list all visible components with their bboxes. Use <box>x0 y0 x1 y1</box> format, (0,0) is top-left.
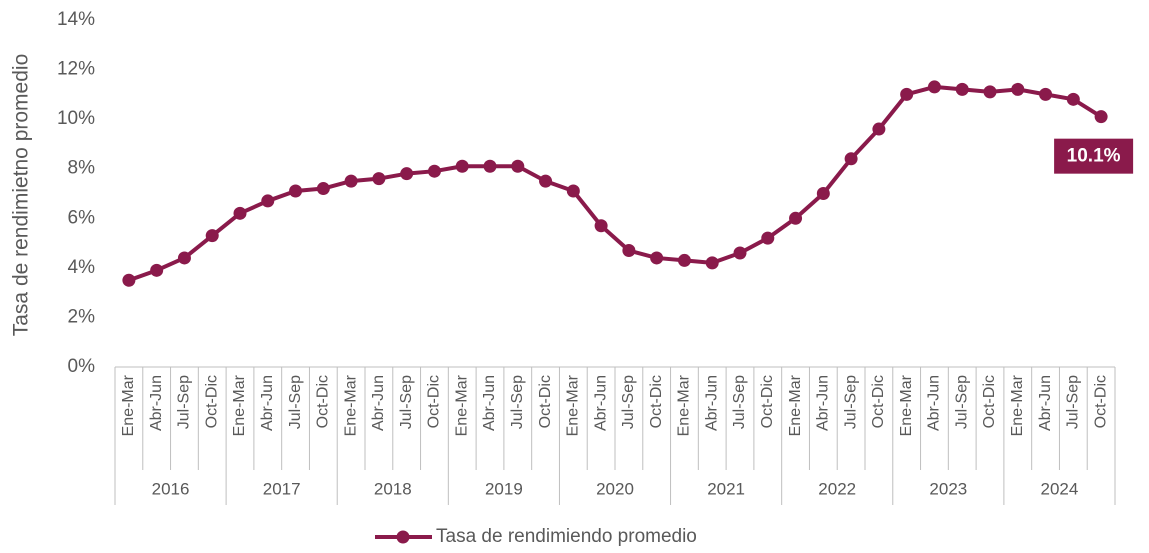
x-tick-label: Jul-Sep <box>620 375 637 429</box>
x-tick-label: Ene-Mar <box>342 374 359 436</box>
x-tick-label: Oct-Dic <box>870 375 887 428</box>
data-point <box>622 244 636 258</box>
y-axis-title: Tasa de rendimietno promedio <box>10 54 33 337</box>
x-tick-label: Abr-Jun <box>703 375 720 431</box>
y-tick-label: 8% <box>68 158 96 179</box>
x-tick-label: Ene-Mar <box>898 374 915 436</box>
data-point <box>427 164 441 178</box>
y-tick-label: 10% <box>57 108 95 129</box>
data-point <box>511 159 525 173</box>
data-point <box>233 206 247 220</box>
x-tick-label: Jul-Sep <box>1065 375 1082 429</box>
x-tick-label: Abr-Jun <box>815 375 832 431</box>
data-point <box>205 229 219 243</box>
x-tick-label: Jul-Sep <box>176 375 193 429</box>
y-tick-label: 0% <box>68 356 96 377</box>
data-point <box>1094 110 1108 124</box>
x-tick-label: Ene-Mar <box>565 374 582 436</box>
x-tick-label: Abr-Jun <box>148 375 165 431</box>
legend-label: Tasa de rendimiendo promedio <box>436 526 697 547</box>
x-tick-label: Ene-Mar <box>453 374 470 436</box>
x-group-label: 2018 <box>374 479 412 498</box>
x-tick-label: Oct-Dic <box>648 375 665 428</box>
x-tick-label: Ene-Mar <box>787 374 804 436</box>
x-group-label: 2023 <box>929 479 967 498</box>
x-tick-label: Jul-Sep <box>509 375 526 429</box>
data-point <box>983 85 997 99</box>
data-point <box>1011 82 1025 96</box>
x-group-label: 2021 <box>707 479 745 498</box>
data-point <box>816 187 830 200</box>
x-tick-label: Jul-Sep <box>731 375 748 429</box>
data-point <box>705 256 719 270</box>
x-tick-label: Oct-Dic <box>1092 375 1109 428</box>
data-label-box <box>1054 138 1134 174</box>
x-tick-label: Oct-Dic <box>315 375 332 428</box>
data-point <box>677 253 691 267</box>
data-point <box>927 80 941 94</box>
y-tick-label: 2% <box>68 306 96 327</box>
data-point <box>372 172 386 186</box>
data-point <box>844 152 858 166</box>
data-point <box>566 184 580 198</box>
y-tick-label: 4% <box>68 257 96 278</box>
data-point <box>261 194 275 208</box>
x-tick-label: Abr-Jun <box>926 375 943 431</box>
x-tick-label: Jul-Sep <box>398 375 415 429</box>
data-point <box>483 159 497 173</box>
y-tick-label: 12% <box>57 59 95 80</box>
data-point <box>177 251 191 265</box>
x-tick-label: Abr-Jun <box>481 375 498 431</box>
x-tick-label: Oct-Dic <box>981 375 998 428</box>
data-point <box>150 263 164 277</box>
data-point <box>455 159 469 173</box>
x-group-label: 2022 <box>818 479 856 498</box>
data-point <box>316 182 330 196</box>
data-point <box>650 251 664 265</box>
data-point <box>594 219 608 233</box>
x-tick-label: Oct-Dic <box>426 375 443 428</box>
x-group-label: 2024 <box>1041 479 1079 498</box>
x-tick-label: Abr-Jun <box>259 375 276 431</box>
x-tick-label: Jul-Sep <box>842 375 859 429</box>
x-group-label: 2019 <box>485 479 523 498</box>
legend-marker <box>396 530 410 544</box>
x-tick-label: Abr-Jun <box>592 375 609 431</box>
x-tick-label: Abr-Jun <box>1037 375 1054 431</box>
data-point <box>733 246 747 260</box>
data-point <box>539 174 553 188</box>
x-tick-label: Oct-Dic <box>203 375 220 428</box>
x-tick-label: Abr-Jun <box>370 375 387 431</box>
data-point <box>122 273 136 287</box>
data-point <box>1039 87 1053 101</box>
x-group-label: 2017 <box>263 479 301 498</box>
x-tick-label: Oct-Dic <box>537 375 554 428</box>
data-point <box>1066 92 1080 106</box>
data-point <box>761 231 775 245</box>
data-point <box>289 184 303 198</box>
x-tick-label: Jul-Sep <box>953 375 970 429</box>
x-tick-label: Ene-Mar <box>120 374 137 436</box>
series-line <box>128 84 1103 283</box>
y-tick-label: 6% <box>68 207 96 228</box>
x-group-label: 2020 <box>596 479 634 498</box>
x-tick-label: Oct-Dic <box>759 375 776 428</box>
data-label: 10.1% <box>1067 146 1121 167</box>
x-tick-label: Jul-Sep <box>287 375 304 429</box>
x-tick-label: Ene-Mar <box>1009 374 1026 436</box>
y-tick-label: 14% <box>57 9 95 30</box>
data-point <box>872 122 886 136</box>
data-point <box>900 87 914 101</box>
data-point <box>955 82 969 96</box>
x-tick-label: Ene-Mar <box>231 374 248 436</box>
x-tick-label: Ene-Mar <box>676 374 693 436</box>
data-point <box>344 174 358 188</box>
data-point <box>789 211 803 225</box>
data-point <box>400 167 414 181</box>
x-group-label: 2016 <box>152 479 190 498</box>
